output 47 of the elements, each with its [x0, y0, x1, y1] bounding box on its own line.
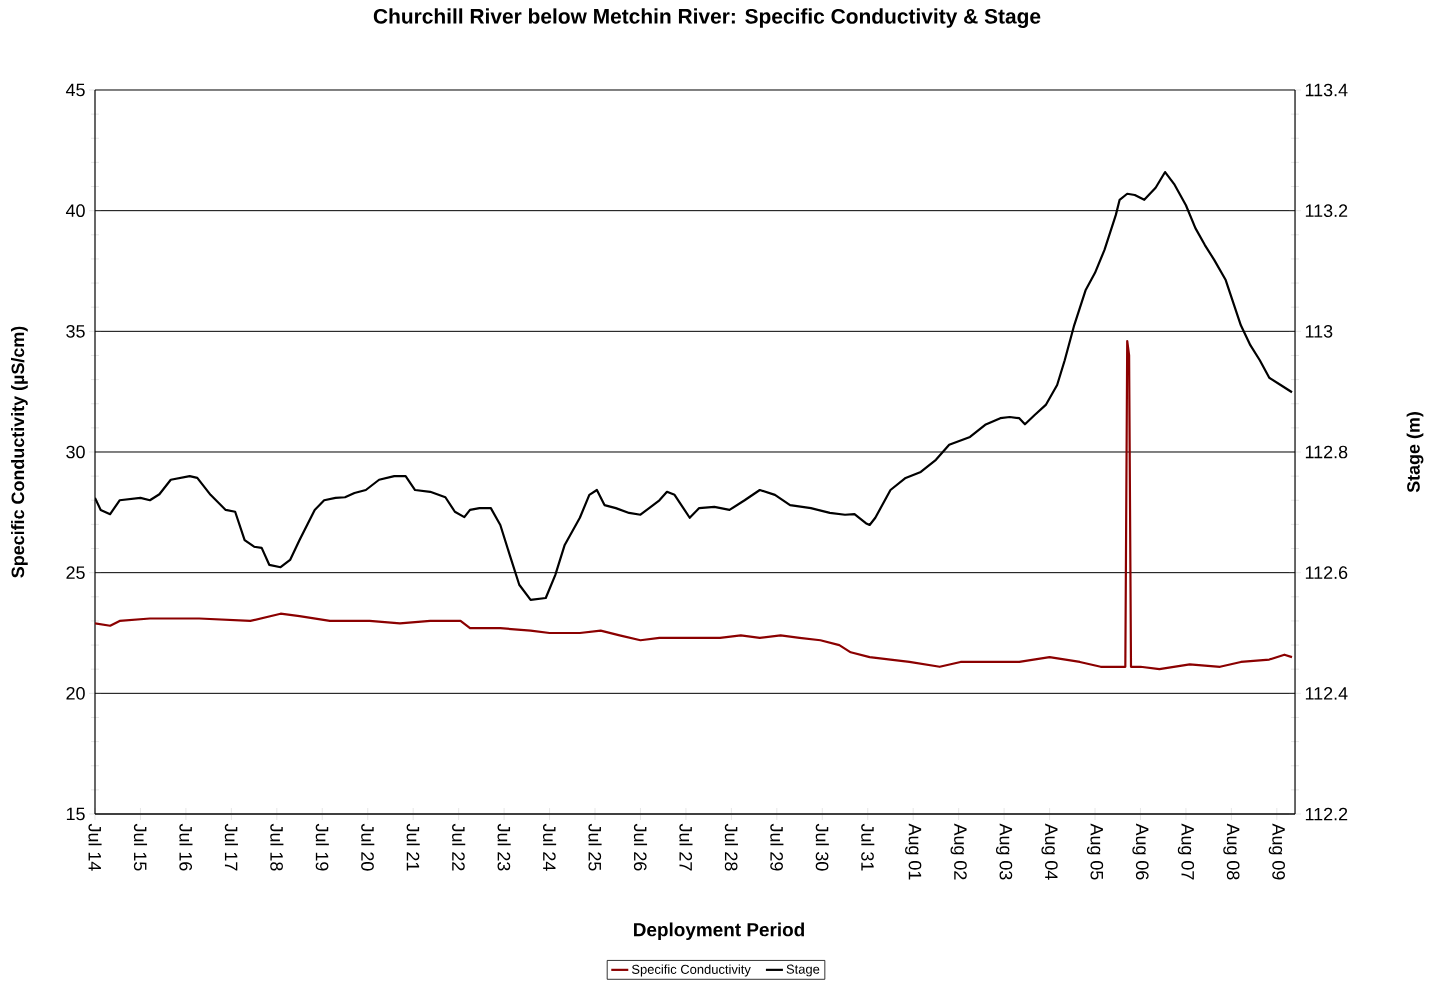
x-tick-label: Jul 18 [270, 823, 284, 871]
y-tick-label: 25 [66, 566, 85, 580]
chart-title: Churchill River below Metchin River: Specific Conductivity & Stage [373, 8, 1041, 28]
x-tick-label: Jul 26 [633, 823, 648, 871]
x-tick-label: Aug 01 [905, 823, 922, 880]
y-axis-title: Specific Conductivity (µS/cm) [11, 326, 28, 578]
y-tick-label: 45 [65, 83, 85, 97]
x-tick-label: Jul 22 [452, 823, 466, 871]
y-tick-label: 20 [66, 686, 85, 700]
x-tick-label: Jul 24 [542, 823, 557, 871]
x-tick-label: Jul 29 [770, 823, 784, 871]
x-tick-label: Aug 08 [1223, 823, 1240, 880]
x-tick-label: Aug 07 [1177, 823, 1195, 880]
x-axis-title: Deployment Period [634, 922, 804, 941]
x-tick-label: Jul 25 [588, 823, 602, 871]
y2-tick-label: 112.6 [1305, 566, 1348, 580]
x-tick-label: Aug 02 [950, 823, 967, 880]
y2-tick-label: 112.4 [1305, 687, 1348, 700]
x-tick-label: Aug 05 [1086, 823, 1104, 880]
y2-axis-title: Stage (m) [1406, 412, 1424, 493]
x-tick-label: Aug 03 [995, 823, 1013, 880]
y2-tick-label: 113.2 [1305, 204, 1348, 217]
x-tick-label: Jul 28 [724, 823, 738, 871]
x-tick-label: Jul 20 [361, 823, 375, 871]
x-tick-label: Jul 23 [497, 823, 511, 871]
x-tick-label: Aug 04 [1041, 823, 1058, 880]
y2-tick-label: 113.4 [1305, 83, 1348, 97]
x-tick-label: Jul 21 [406, 823, 420, 871]
x-tick-label: Jul 17 [224, 823, 238, 871]
y2-tick-label: 112.8 [1305, 445, 1348, 459]
x-tick-label: Aug 09 [1268, 823, 1285, 880]
x-tick-label: Jul 19 [315, 823, 329, 871]
x-tick-label: Jul 30 [815, 823, 829, 871]
x-tick-label: Jul 14 [88, 823, 102, 871]
y2-tick-label: 112.2 [1305, 807, 1348, 821]
y-tick-label: 35 [66, 324, 85, 338]
x-tick-label: Aug 06 [1132, 823, 1149, 880]
x-tick-label: Jul 27 [679, 823, 693, 871]
y-tick-label: 40 [65, 204, 85, 217]
legend-label: Specific Conductivity [631, 964, 751, 977]
y2-tick-label: 113 [1305, 324, 1333, 338]
x-tick-label: Jul 16 [179, 823, 193, 871]
y-tick-label: 15 [66, 807, 85, 821]
y-tick-label: 30 [66, 445, 85, 459]
legend-label: Stage [786, 964, 820, 977]
x-tick-label: Jul 31 [861, 823, 875, 871]
x-tick-label: Jul 15 [133, 823, 148, 871]
